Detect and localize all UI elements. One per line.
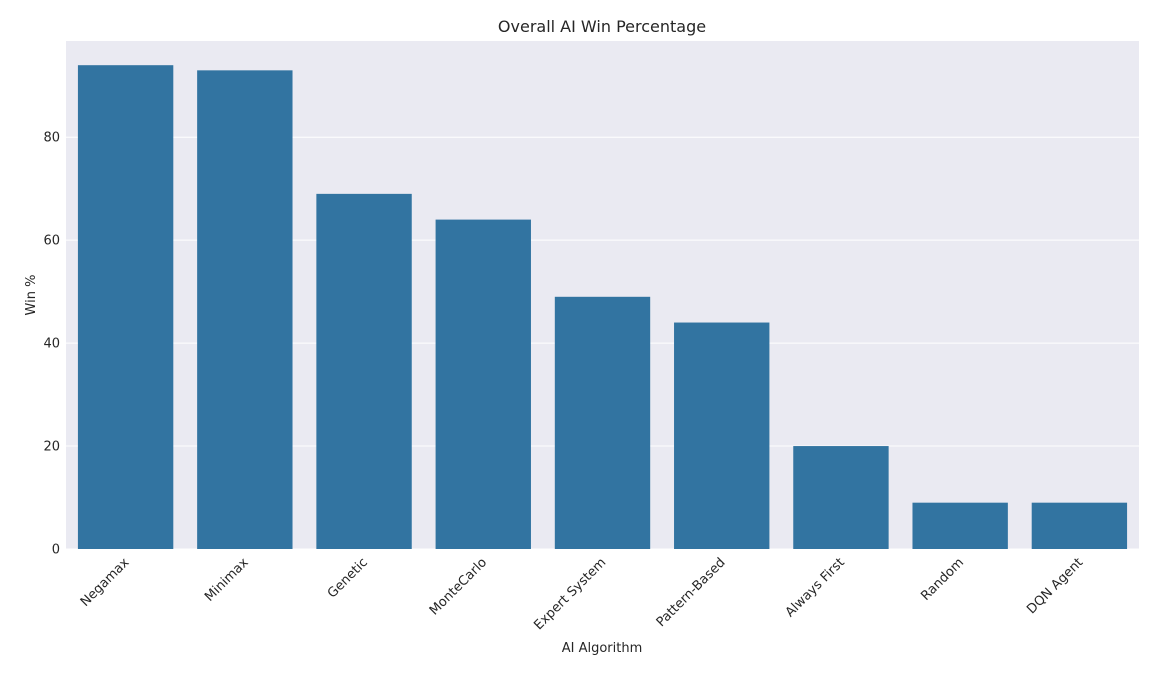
x-tick-label: Minimax — [202, 555, 252, 605]
bar-random — [912, 502, 1008, 549]
bar-montecarlo — [435, 219, 531, 549]
bar-dqn-agent — [1031, 502, 1128, 549]
bar-expert-system — [554, 296, 651, 549]
bar-pattern-based — [674, 322, 770, 549]
x-tick-label: Genetic — [325, 555, 371, 601]
x-tick-label: Random — [918, 555, 967, 604]
bars — [77, 65, 1128, 549]
x-axis-label: AI Algorithm — [562, 641, 643, 656]
y-tick-label: 60 — [43, 234, 60, 249]
y-tick-labels: 0 20 40 60 80 — [43, 131, 60, 558]
bar-always-first — [793, 446, 889, 549]
x-tick-label: Expert System — [531, 555, 609, 633]
x-tick-label: MonteCarlo — [427, 555, 490, 618]
x-tick-label: Pattern-Based — [654, 555, 729, 630]
y-tick-label: 20 — [43, 440, 60, 455]
y-tick-label: 80 — [43, 131, 60, 146]
chart-title: Overall AI Win Percentage — [498, 17, 706, 36]
bar-negamax — [77, 65, 174, 549]
x-tick-label: Negamax — [78, 555, 133, 610]
y-tick-label: 40 — [43, 337, 60, 352]
x-tick-labels: Negamax Minimax Genetic MonteCarlo Expert Sy… — [78, 555, 1086, 633]
bar-genetic — [316, 193, 412, 549]
bar-minimax — [197, 70, 293, 549]
y-tick-label: 0 — [52, 543, 60, 558]
x-tick-label: Always First — [783, 555, 848, 620]
x-tick-label: DQN Agent — [1024, 555, 1086, 617]
y-axis-label: Win % — [24, 275, 39, 316]
